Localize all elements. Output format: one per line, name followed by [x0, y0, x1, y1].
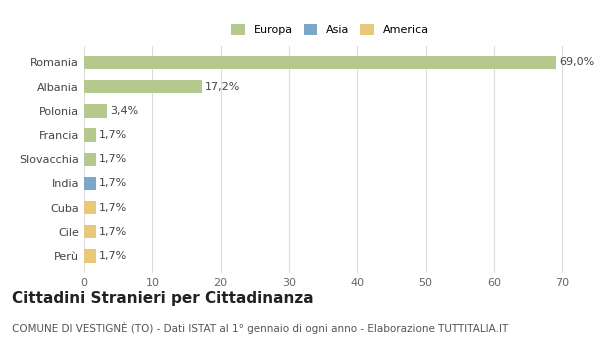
- Text: 1,7%: 1,7%: [99, 154, 127, 164]
- Text: 1,7%: 1,7%: [99, 178, 127, 188]
- Text: 17,2%: 17,2%: [205, 82, 241, 92]
- Bar: [84, 249, 95, 262]
- Bar: [84, 225, 95, 238]
- Legend: Europa, Asia, America: Europa, Asia, America: [231, 24, 429, 35]
- Text: 1,7%: 1,7%: [99, 227, 127, 237]
- Text: 69,0%: 69,0%: [559, 57, 594, 68]
- Text: 1,7%: 1,7%: [99, 251, 127, 261]
- Bar: [84, 128, 95, 142]
- Text: Cittadini Stranieri per Cittadinanza: Cittadini Stranieri per Cittadinanza: [12, 290, 314, 306]
- Bar: [84, 104, 107, 118]
- Text: COMUNE DI VESTIGNÈ (TO) - Dati ISTAT al 1° gennaio di ogni anno - Elaborazione T: COMUNE DI VESTIGNÈ (TO) - Dati ISTAT al …: [12, 322, 508, 334]
- Bar: [84, 80, 202, 93]
- Bar: [84, 56, 556, 69]
- Bar: [84, 201, 95, 214]
- Bar: [84, 153, 95, 166]
- Text: 1,7%: 1,7%: [99, 130, 127, 140]
- Bar: [84, 177, 95, 190]
- Text: 1,7%: 1,7%: [99, 203, 127, 213]
- Text: 3,4%: 3,4%: [110, 106, 139, 116]
